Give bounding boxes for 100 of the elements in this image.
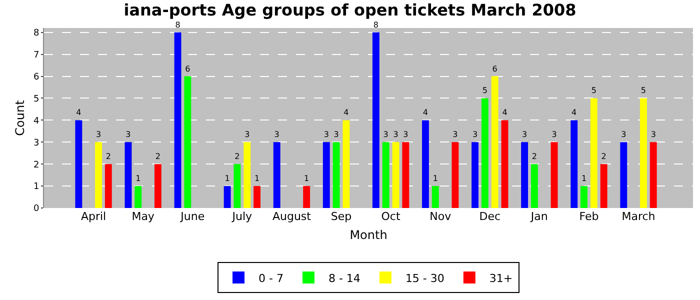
data-label: 1: [432, 174, 438, 184]
data-label: 3: [621, 130, 626, 140]
data-label: 3: [274, 130, 280, 140]
data-label: 3: [334, 130, 339, 140]
bar: [303, 186, 310, 208]
bar: [402, 142, 410, 208]
data-label: 3: [452, 130, 458, 140]
data-label: 3: [650, 130, 656, 140]
y-tick-label: 0: [33, 204, 40, 214]
x-tick-label: June: [180, 210, 205, 223]
data-label: 3: [244, 130, 250, 140]
data-label: 3: [472, 130, 478, 140]
y-tick-label: 1: [33, 182, 40, 192]
data-label: 4: [76, 108, 82, 118]
bar: [501, 120, 508, 208]
bar: [244, 142, 251, 208]
x-tick-label: Jan: [530, 210, 548, 223]
data-label: 4: [502, 108, 508, 118]
x-tick-label: April: [80, 210, 106, 223]
bar: [224, 186, 231, 208]
data-label: 4: [572, 108, 577, 118]
x-tick-label: May: [132, 210, 155, 223]
y-axis-title: Count: [12, 100, 27, 136]
y-tick-label: 8: [33, 28, 40, 39]
bar: [382, 142, 390, 208]
data-label: 6: [492, 64, 498, 74]
data-label: 2: [601, 152, 606, 162]
bar: [342, 120, 350, 208]
x-axis-title: Month: [350, 228, 388, 242]
legend-label: 0 - 7: [258, 272, 284, 285]
bar: [620, 142, 628, 208]
legend-label: 15 - 30: [405, 272, 444, 285]
data-label: 2: [155, 152, 160, 162]
y-tick-label: 2: [33, 160, 40, 170]
bar: [640, 98, 647, 208]
legend-label: 31+: [489, 272, 513, 285]
y-tick-label: 5: [33, 94, 40, 104]
bar: [422, 120, 429, 208]
y-tick-label: 3: [33, 138, 40, 148]
bar: [254, 186, 260, 208]
data-label: 1: [581, 174, 587, 184]
bar: [184, 76, 192, 208]
bar: [322, 142, 330, 208]
data-label: 1: [136, 174, 141, 184]
bar: [491, 76, 498, 208]
bar: [531, 164, 538, 208]
data-label: 1: [304, 174, 310, 184]
bar: [452, 142, 459, 208]
data-label: 2: [532, 152, 538, 162]
bar: [134, 186, 142, 208]
data-label: 1: [254, 174, 260, 184]
bar: [234, 164, 241, 208]
data-label: 3: [324, 130, 329, 140]
data-label: 8: [175, 20, 180, 30]
bar: [273, 142, 280, 208]
data-label: 6: [185, 64, 190, 74]
bar: [372, 32, 380, 208]
bar: [154, 164, 162, 208]
bar: [95, 142, 102, 208]
bar: [521, 142, 528, 208]
data-label: 3: [552, 130, 557, 140]
bar: [481, 98, 488, 208]
chart-title: iana-ports Age groups of open tickets March 2008: [124, 0, 576, 20]
data-label: 4: [344, 108, 349, 118]
bar: [174, 32, 182, 208]
x-tick-label: Nov: [430, 210, 452, 223]
y-tick-label: 7: [33, 50, 40, 60]
bar: [104, 164, 112, 208]
bar: [392, 142, 400, 208]
bar: [332, 142, 340, 208]
data-label: 8: [373, 20, 378, 30]
x-tick-label: July: [231, 210, 253, 223]
x-tick-label: Oct: [381, 210, 401, 223]
x-tick-label: March: [622, 210, 656, 223]
data-label: 3: [393, 130, 398, 140]
data-label: 3: [522, 130, 528, 140]
data-label: 5: [640, 86, 646, 96]
legend-label: 8 - 14: [328, 272, 360, 285]
data-label: 3: [96, 130, 102, 140]
data-label: 2: [106, 152, 111, 162]
data-label: 3: [403, 130, 408, 140]
bar: [472, 142, 478, 208]
x-tick-label: Dec: [479, 210, 501, 223]
bar: [650, 142, 657, 208]
bar: [570, 120, 578, 208]
x-tick-label: August: [272, 210, 312, 223]
bar: [550, 142, 558, 208]
y-tick-label: 6: [33, 72, 40, 82]
y-tick-label: 4: [33, 116, 40, 126]
data-label: 2: [234, 152, 240, 162]
bar: [580, 186, 588, 208]
data-label: 4: [422, 108, 428, 118]
bar: [590, 98, 598, 208]
x-tick-label: Sep: [330, 210, 352, 223]
data-label: 1: [224, 174, 230, 184]
data-label: 5: [482, 86, 488, 96]
bar: [600, 164, 608, 208]
bar: [75, 120, 82, 208]
bar: [432, 186, 439, 208]
x-tick-label: Feb: [579, 210, 599, 223]
